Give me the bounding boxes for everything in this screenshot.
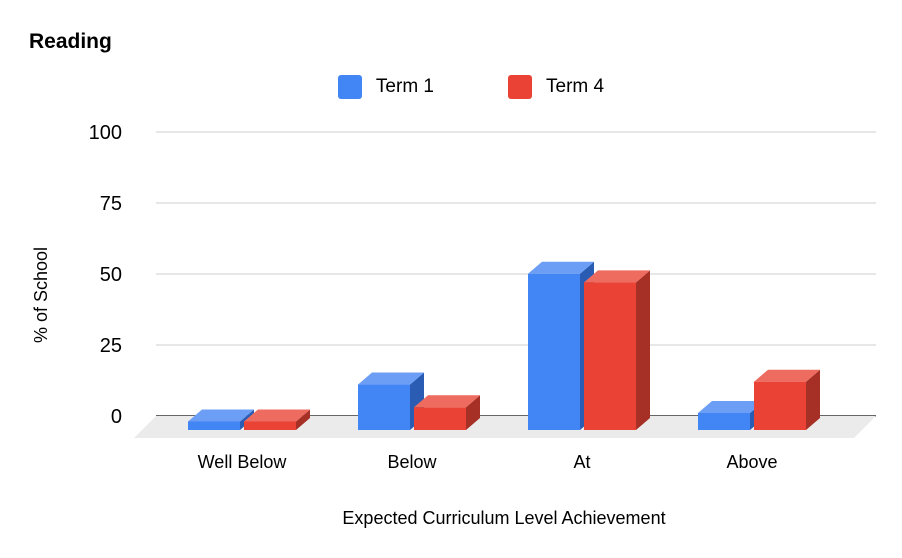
bar-front xyxy=(188,421,240,430)
bar-top xyxy=(358,372,424,385)
chart-title: Reading xyxy=(29,30,112,53)
bar-top xyxy=(698,400,764,413)
bar-front xyxy=(244,421,296,430)
legend-item-term-4[interactable]: Term 4 xyxy=(508,75,604,99)
y-tick-label: 0 xyxy=(111,406,122,428)
y-tick-label: 25 xyxy=(100,335,122,357)
x-axis-categories: Well Below Below At Above xyxy=(198,452,778,472)
x-category-label: Below xyxy=(387,452,437,472)
bar-term-1-below[interactable] xyxy=(358,372,424,430)
legend-swatch-term-1 xyxy=(337,75,362,99)
bar-front xyxy=(698,412,750,430)
x-category-label: Well Below xyxy=(198,452,288,472)
y-axis-ticks: 0 25 50 75 100 xyxy=(89,122,122,428)
bars xyxy=(188,261,820,430)
bar-front xyxy=(528,273,580,430)
bar-top xyxy=(414,395,480,408)
bar-side xyxy=(636,270,650,430)
bar-top xyxy=(244,409,310,422)
bar-front xyxy=(754,381,806,430)
bar-front xyxy=(358,384,410,430)
bar-term-4-below[interactable] xyxy=(414,395,480,430)
legend: Term 1 Term 4 xyxy=(0,75,902,99)
bar-term-4-well-below[interactable] xyxy=(244,409,310,430)
floor-plane xyxy=(134,416,876,438)
bar-side xyxy=(466,395,480,430)
x-axis-title: Expected Curriculum Level Achievement xyxy=(342,508,665,528)
bar-side xyxy=(296,409,310,430)
bar-term-4-above[interactable] xyxy=(754,369,820,430)
bar-front xyxy=(584,282,636,430)
bar-top xyxy=(528,261,594,274)
y-tick-label: 50 xyxy=(100,264,122,286)
bar-side xyxy=(806,369,820,430)
y-tick-label: 100 xyxy=(89,122,122,144)
bar-front xyxy=(414,407,466,430)
bar-term-4-at[interactable] xyxy=(584,270,650,430)
y-tick-label: 75 xyxy=(100,193,122,215)
legend-swatch-term-4 xyxy=(508,75,532,99)
x-category-label: At xyxy=(573,452,590,472)
bar-top xyxy=(584,270,650,283)
y-axis-title: % of School xyxy=(31,247,51,343)
legend-item-term-1[interactable]: Term 1 xyxy=(337,75,434,99)
bar-top xyxy=(754,369,820,382)
bar-top xyxy=(188,409,254,422)
x-category-label: Above xyxy=(726,452,777,472)
legend-label-term-1: Term 1 xyxy=(375,76,434,97)
chart-floor xyxy=(134,416,876,438)
legend-label-term-4: Term 4 xyxy=(546,76,605,97)
